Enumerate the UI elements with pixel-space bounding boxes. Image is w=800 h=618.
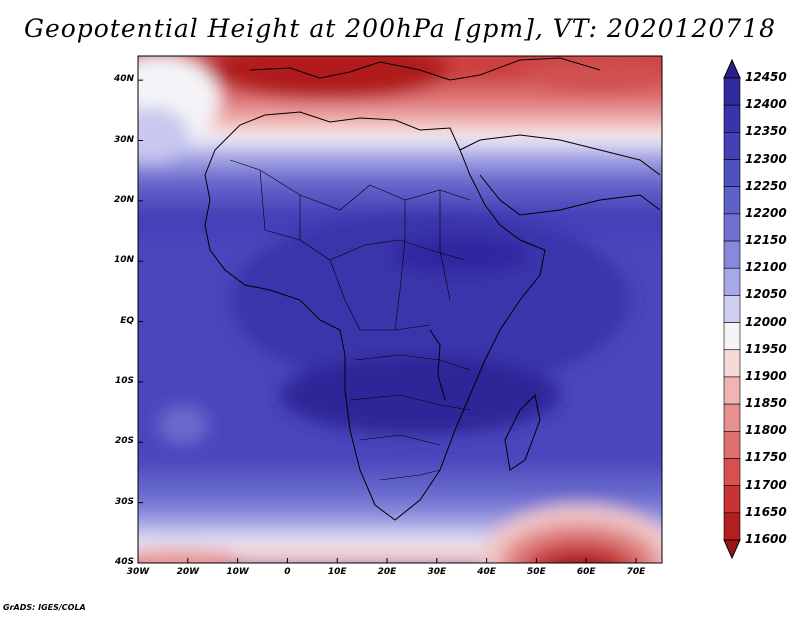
colorbar-swatch — [723, 430, 741, 459]
colorbar-swatch — [723, 132, 741, 160]
lon-label: 60E — [576, 567, 596, 577]
colorbar-level-label: 11650 — [745, 504, 787, 519]
lon-label: 30W — [126, 567, 150, 577]
credit-text: GrADS: IGES/COLA — [3, 603, 86, 612]
colorbar-swatch — [723, 213, 741, 242]
colorbar-level-label: 12200 — [745, 205, 787, 220]
colorbar-swatch — [723, 322, 741, 351]
colorbar-swatch — [723, 77, 741, 106]
colorbar-swatch — [723, 186, 741, 215]
geopotential-field — [138, 56, 662, 563]
lat-label: 40S — [114, 557, 134, 567]
country-borders — [229, 159, 471, 481]
colorbar-level-label: 11900 — [745, 368, 787, 383]
lat-label: 40N — [113, 74, 134, 85]
lon-label: 30E — [427, 567, 447, 577]
colorbar-swatch — [723, 376, 741, 405]
colorbar-level-label: 12100 — [745, 260, 787, 275]
colorbar-bottom-arrow — [723, 539, 741, 560]
colorbar — [723, 58, 741, 560]
lon-label: 40E — [477, 567, 496, 577]
colorbar-swatch — [723, 485, 741, 514]
colorbar-level-label: 11600 — [745, 532, 787, 546]
y-axis-ticks — [138, 79, 143, 564]
colorbar-swatch — [723, 159, 741, 188]
colorbar-swatch — [723, 104, 741, 133]
lon-label: 20E — [377, 567, 397, 577]
colorbar-level-label: 12300 — [745, 151, 787, 166]
colorbar-level-label: 12150 — [745, 233, 787, 248]
colorbar-top-arrow — [723, 58, 741, 79]
colorbar-level-label: 12400 — [745, 97, 787, 112]
lat-label: 20N — [113, 194, 134, 205]
lon-label: 70E — [626, 567, 646, 577]
colorbar-level-label: 12000 — [745, 314, 787, 329]
lat-label: EQ — [120, 315, 134, 326]
coastlines — [204, 57, 661, 521]
lon-label: 10W — [226, 567, 249, 577]
x-axis-ticks — [137, 558, 637, 563]
map-title: Geopotential Height at 200hPa [gpm], VT:… — [23, 14, 777, 43]
plot-frame — [137, 55, 663, 564]
lon-label: 20W — [176, 567, 200, 577]
colorbar-level-label: 12050 — [745, 287, 787, 302]
colorbar-swatch — [723, 295, 741, 323]
colorbar-swatch — [723, 240, 741, 269]
colorbar-swatch — [723, 403, 741, 432]
colorbar-level-label: 11950 — [745, 341, 787, 356]
colorbar-level-label: 11700 — [745, 477, 787, 492]
lon-label: 10E — [327, 567, 347, 577]
colorbar-swatch — [723, 267, 741, 296]
colorbar-swatch — [723, 458, 741, 486]
colorbar-swatch — [723, 349, 741, 378]
lat-label: 30S — [114, 496, 134, 507]
colorbar-level-label: 11750 — [745, 450, 787, 465]
colorbar-level-label: 12450 — [745, 70, 787, 84]
lat-label: 30N — [113, 134, 134, 145]
lon-label: 0 — [284, 567, 291, 577]
colorbar-level-label: 11850 — [745, 396, 787, 411]
lat-label: 10N — [113, 255, 134, 266]
lat-label: 10S — [114, 375, 134, 386]
colorbar-level-label: 12250 — [745, 178, 787, 193]
colorbar-level-label: 11800 — [745, 423, 787, 438]
lat-label: 20S — [114, 436, 134, 447]
colorbar-level-label: 12350 — [745, 124, 787, 139]
colorbar-swatch — [723, 512, 741, 541]
lon-label: 50E — [527, 567, 546, 577]
